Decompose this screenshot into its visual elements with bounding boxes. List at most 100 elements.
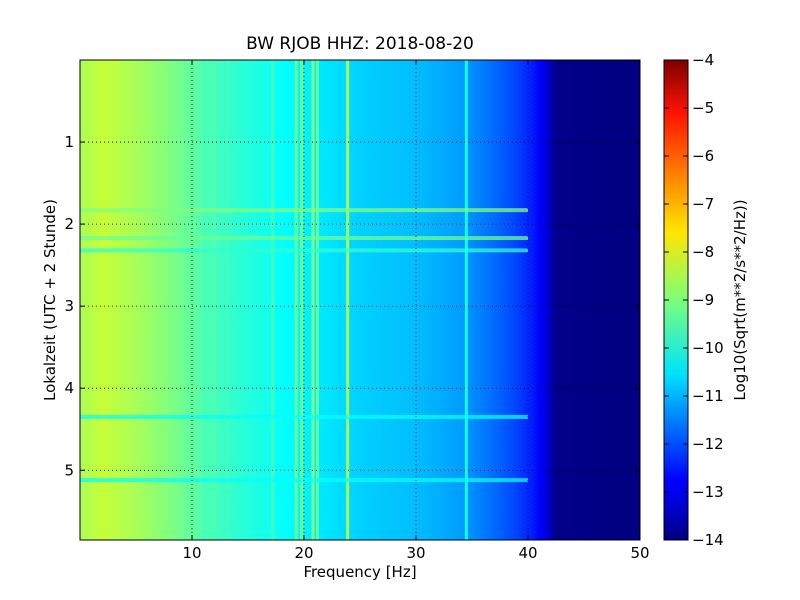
spectrum-column	[138, 60, 141, 540]
spectrum-columns	[80, 60, 640, 540]
spectrum-column	[535, 60, 537, 540]
spectrum-column	[564, 60, 567, 540]
spectrum-column	[397, 60, 400, 540]
spectrum-column	[516, 60, 519, 540]
spectrum-column	[327, 60, 330, 540]
colorbar-tick-label: −10	[692, 339, 724, 357]
spectrum-column	[390, 60, 393, 540]
spectrum-column	[150, 60, 152, 540]
spectrum-column	[257, 60, 260, 540]
spectrum-column	[245, 60, 248, 540]
spectrum-column	[508, 60, 511, 540]
spectrum-column	[249, 60, 252, 540]
spectrum-column	[586, 60, 589, 540]
spectrum-column	[409, 60, 411, 540]
spectrum-column	[108, 60, 110, 540]
spectrum-column	[420, 60, 423, 540]
spectrum-column	[502, 60, 505, 540]
spectrum-column	[504, 60, 507, 540]
spectrum-column	[186, 60, 189, 540]
spectrum-column	[120, 60, 123, 540]
spectrum-column	[350, 60, 353, 540]
spectrum-column	[389, 60, 392, 540]
spectrum-column	[617, 60, 620, 540]
spectrum-column	[348, 60, 351, 540]
spectrum-column	[109, 60, 112, 540]
spectrum-column	[603, 60, 606, 540]
spectrum-column	[340, 60, 343, 540]
spectrum-column	[467, 60, 470, 540]
spectrum-column	[425, 60, 428, 540]
spectrum-column	[287, 60, 290, 540]
spectrum-column	[92, 60, 95, 540]
spectrum-column	[444, 60, 446, 540]
spectrum-column	[148, 60, 151, 540]
spectrum-column	[337, 60, 340, 540]
spectrum-column	[455, 60, 458, 540]
spectrum-column	[278, 60, 281, 540]
spectrum-column	[512, 60, 515, 540]
spectrum-column	[388, 60, 390, 540]
spectrum-column	[410, 60, 413, 540]
spectrum-column	[507, 60, 509, 540]
spectrum-column	[542, 60, 544, 540]
spectrum-column	[565, 60, 568, 540]
spectrum-column	[570, 60, 572, 540]
spectrum-column	[439, 60, 442, 540]
spectrum-column	[189, 60, 192, 540]
colorbar-tick-label: −5	[692, 99, 714, 117]
spectrum-column	[175, 60, 178, 540]
spectrum-column	[119, 60, 122, 540]
spectrum-column	[159, 60, 162, 540]
spectrum-column	[393, 60, 396, 540]
spectrum-column	[368, 60, 371, 540]
spectrum-column	[441, 60, 444, 540]
spectrum-column	[220, 60, 222, 540]
spectrum-column	[367, 60, 369, 540]
spectrum-column	[577, 60, 579, 540]
spectrum-column	[386, 60, 389, 540]
spectrum-column	[187, 60, 190, 540]
spectrum-column	[620, 60, 623, 540]
spectrum-column	[428, 60, 431, 540]
spectrum-column	[628, 60, 631, 540]
spectrum-column	[116, 60, 119, 540]
spectrum-column	[89, 60, 92, 540]
spectrum-column	[442, 60, 445, 540]
spectrum-column	[91, 60, 94, 540]
spectrum-column	[180, 60, 183, 540]
spectrum-column	[320, 60, 323, 540]
spectrum-column	[484, 60, 487, 540]
spectrum-column	[561, 60, 564, 540]
spectrum-column	[582, 60, 585, 540]
spectrum-column	[395, 60, 397, 540]
spectrum-column	[435, 60, 438, 540]
spectrum-column	[385, 60, 388, 540]
spectrum-column	[269, 60, 271, 540]
spectrum-column	[449, 60, 452, 540]
spectrum-column	[371, 60, 374, 540]
spectrum-column	[497, 60, 500, 540]
spectrum-column	[326, 60, 329, 540]
spectrum-column	[235, 60, 238, 540]
spectrum-column	[546, 60, 549, 540]
spectrum-column	[123, 60, 126, 540]
spectrum-column	[172, 60, 175, 540]
spectrum-column	[236, 60, 239, 540]
spectrum-column	[262, 60, 264, 540]
y-tick-label: 2	[64, 215, 74, 233]
spectrum-column	[323, 60, 326, 540]
colorbar-tick-label: −13	[692, 483, 724, 501]
spectrum-column	[264, 60, 267, 540]
spectrum-column	[592, 60, 595, 540]
spectrum-column	[418, 60, 421, 540]
spectrum-column	[260, 60, 263, 540]
spectral-line	[315, 60, 319, 540]
spectrum-column	[101, 60, 103, 540]
spectrum-column	[637, 60, 640, 540]
spectrum-column	[292, 60, 295, 540]
spectrum-column	[372, 60, 375, 540]
spectrum-column	[381, 60, 383, 540]
spectrum-column	[80, 60, 82, 540]
spectrum-column	[574, 60, 577, 540]
